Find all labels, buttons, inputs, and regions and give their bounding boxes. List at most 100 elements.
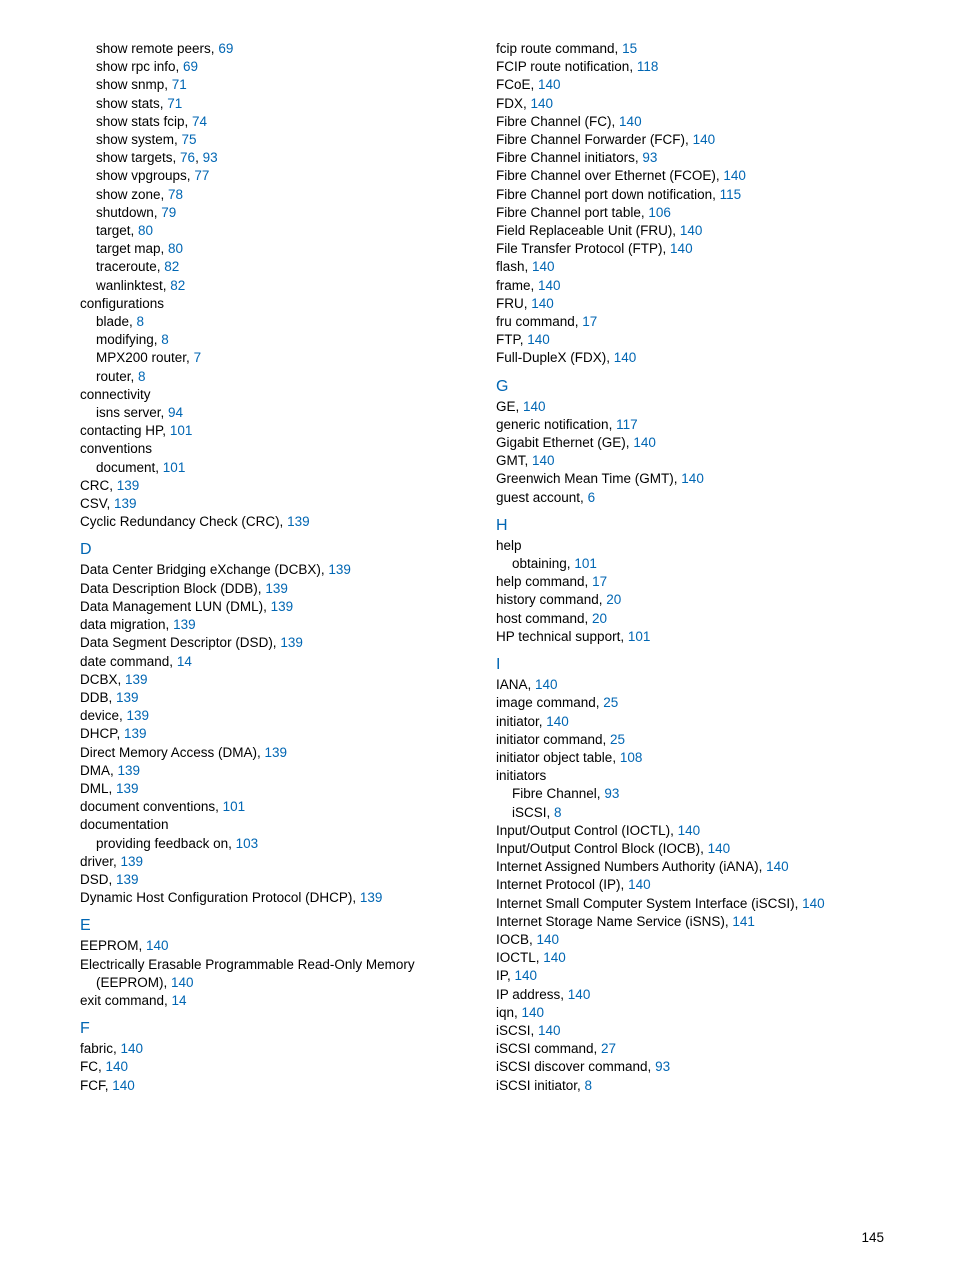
index-page-link[interactable]: 139 [127, 708, 150, 723]
index-page-link[interactable]: 14 [177, 654, 192, 669]
index-page-link[interactable]: 75 [182, 132, 197, 147]
index-page-link[interactable]: 140 [619, 114, 642, 129]
index-page-link[interactable]: 140 [538, 77, 561, 92]
index-page-link[interactable]: 82 [170, 278, 185, 293]
index-page-link[interactable]: 117 [616, 417, 638, 432]
index-page-link[interactable]: 139 [265, 581, 288, 596]
index-page-link[interactable]: 101 [223, 799, 246, 814]
index-page-link[interactable]: 77 [194, 168, 209, 183]
index-page-link[interactable]: 101 [574, 556, 597, 571]
index-page-link[interactable]: 140 [568, 987, 591, 1002]
index-page-link[interactable]: 140 [523, 399, 546, 414]
index-page-link[interactable]: 140 [537, 932, 560, 947]
index-page-link[interactable]: 79 [161, 205, 176, 220]
index-page-link[interactable]: 71 [172, 77, 187, 92]
index-page-link[interactable]: 139 [116, 781, 139, 796]
index-page-link[interactable]: 139 [360, 890, 383, 905]
index-page-link[interactable]: 140 [538, 278, 561, 293]
index-page-link[interactable]: 140 [527, 332, 550, 347]
index-page-link[interactable]: 76 [180, 150, 195, 165]
index-page-link[interactable]: 140 [543, 950, 566, 965]
index-page-link[interactable]: 101 [163, 460, 186, 475]
index-page-link[interactable]: 93 [642, 150, 657, 165]
index-page-link[interactable]: 140 [535, 677, 558, 692]
index-page-link[interactable]: 93 [604, 786, 619, 801]
index-page-link[interactable]: 140 [112, 1078, 135, 1093]
index-page-link[interactable]: 78 [168, 187, 183, 202]
index-page-link[interactable]: 94 [168, 405, 183, 420]
index-page-link[interactable]: 8 [138, 369, 146, 384]
index-page-link[interactable]: 14 [172, 993, 187, 1008]
index-page-link[interactable]: 17 [582, 314, 597, 329]
index-page-link[interactable]: 27 [601, 1041, 616, 1056]
index-page-link[interactable]: 140 [515, 968, 538, 983]
index-page-link[interactable]: 139 [328, 562, 351, 577]
index-page-link[interactable]: 103 [236, 836, 259, 851]
index-page-link[interactable]: 71 [167, 96, 182, 111]
index-page-link[interactable]: 115 [720, 187, 742, 202]
index-page-link[interactable]: 20 [606, 592, 621, 607]
index-page-link[interactable]: 140 [522, 1005, 545, 1020]
index-page-link[interactable]: 101 [628, 629, 651, 644]
index-page-link[interactable]: 118 [637, 59, 659, 74]
index-page-link[interactable]: 140 [708, 841, 731, 856]
index-page-link[interactable]: 25 [603, 695, 618, 710]
index-page-link[interactable]: 139 [118, 763, 141, 778]
index-page-link[interactable]: 139 [287, 514, 310, 529]
index-page-link[interactable]: 8 [585, 1078, 593, 1093]
index-page-link[interactable]: 139 [117, 478, 140, 493]
index-page-link[interactable]: 8 [554, 805, 562, 820]
index-page-link[interactable]: 139 [125, 672, 148, 687]
index-page-link[interactable]: 80 [138, 223, 153, 238]
index-page-link[interactable]: 80 [168, 241, 183, 256]
index-page-link[interactable]: 140 [531, 96, 554, 111]
index-page-link[interactable]: 8 [161, 332, 169, 347]
index-page-link[interactable]: 140 [678, 823, 701, 838]
index-page-link[interactable]: 140 [546, 714, 569, 729]
index-page-link[interactable]: 101 [170, 423, 193, 438]
index-page-link[interactable]: 93 [655, 1059, 670, 1074]
index-page-link[interactable]: 140 [532, 259, 555, 274]
index-page-link[interactable]: 74 [192, 114, 207, 129]
index-page-link[interactable]: 108 [620, 750, 643, 765]
index-page-link[interactable]: 15 [622, 41, 637, 56]
index-page-link[interactable]: 139 [114, 496, 137, 511]
index-page-link[interactable]: 140 [633, 435, 656, 450]
index-page-link[interactable]: 139 [271, 599, 294, 614]
index-page-link[interactable]: 139 [116, 690, 139, 705]
index-page-link[interactable]: 7 [194, 350, 202, 365]
index-page-link[interactable]: 140 [670, 241, 693, 256]
index-page-link[interactable]: 93 [203, 150, 218, 165]
index-page-link[interactable]: 140 [171, 975, 194, 990]
index-page-link[interactable]: 17 [592, 574, 607, 589]
index-page-link[interactable]: 139 [280, 635, 303, 650]
index-page-link[interactable]: 6 [588, 490, 596, 505]
index-page-link[interactable]: 140 [538, 1023, 561, 1038]
index-page-link[interactable]: 139 [116, 872, 139, 887]
index-page-link[interactable]: 8 [137, 314, 145, 329]
index-page-link[interactable]: 106 [648, 205, 671, 220]
index-page-link[interactable]: 140 [121, 1041, 144, 1056]
index-page-link[interactable]: 140 [681, 471, 704, 486]
index-page-link[interactable]: 139 [121, 854, 144, 869]
index-page-link[interactable]: 140 [146, 938, 169, 953]
index-page-link[interactable]: 140 [802, 896, 825, 911]
index-page-link[interactable]: 69 [218, 41, 233, 56]
index-page-link[interactable]: 140 [693, 132, 716, 147]
index-page-link[interactable]: 82 [164, 259, 179, 274]
index-page-link[interactable]: 140 [766, 859, 789, 874]
index-page-link[interactable]: 139 [173, 617, 196, 632]
index-page-link[interactable]: 25 [610, 732, 625, 747]
index-page-link[interactable]: 140 [106, 1059, 129, 1074]
index-page-link[interactable]: 140 [614, 350, 637, 365]
index-page-link[interactable]: 140 [628, 877, 651, 892]
index-page-link[interactable]: 140 [723, 168, 746, 183]
index-page-link[interactable]: 139 [124, 726, 147, 741]
index-page-link[interactable]: 139 [265, 745, 288, 760]
index-page-link[interactable]: 140 [532, 453, 555, 468]
index-page-link[interactable]: 140 [531, 296, 554, 311]
index-page-link[interactable]: 20 [592, 611, 607, 626]
index-page-link[interactable]: 141 [732, 914, 755, 929]
index-page-link[interactable]: 69 [183, 59, 198, 74]
index-page-link[interactable]: 140 [680, 223, 703, 238]
